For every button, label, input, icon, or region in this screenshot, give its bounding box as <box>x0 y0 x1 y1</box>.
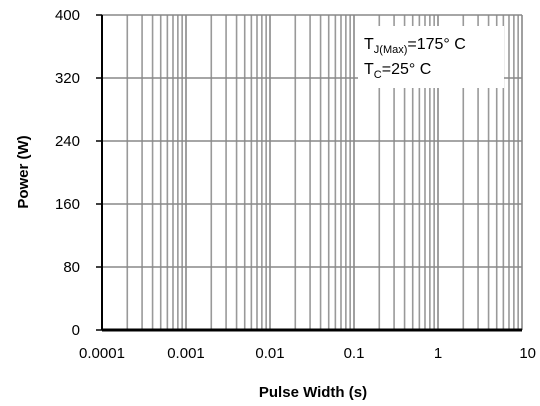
x-tick-label: 1 <box>434 345 442 362</box>
y-tick-label: 240 <box>55 133 80 150</box>
annotation-line-tj: TJ(Max)=175° C <box>364 36 466 56</box>
x-tick-label: 0.0001 <box>79 345 125 362</box>
annotation-background <box>358 26 504 88</box>
x-axis-title: Pulse Width (s) <box>259 384 367 401</box>
y-tick-label: 0 <box>72 322 80 339</box>
annotation-line-tc: TC=25° C <box>364 61 431 81</box>
y-tick-label: 320 <box>55 70 80 87</box>
annotation-box: TJ(Max)=175° C TC=25° C <box>358 26 504 88</box>
x-tick-label: 0.001 <box>167 345 205 362</box>
y-tick-label: 80 <box>63 259 80 276</box>
x-tick-label: 0.01 <box>255 345 284 362</box>
y-tick-labels: 0 80 160 240 320 400 <box>55 7 102 339</box>
y-tick-label: 400 <box>55 7 80 24</box>
y-tick-label: 160 <box>55 196 80 213</box>
y-axis-title: Power (W) <box>15 135 32 208</box>
x-tick-labels: 0.0001 0.001 0.01 0.1 1 10 <box>79 345 536 362</box>
axes <box>101 15 522 332</box>
x-tick-label: 10 <box>519 345 536 362</box>
x-tick-label: 0.1 <box>344 345 365 362</box>
